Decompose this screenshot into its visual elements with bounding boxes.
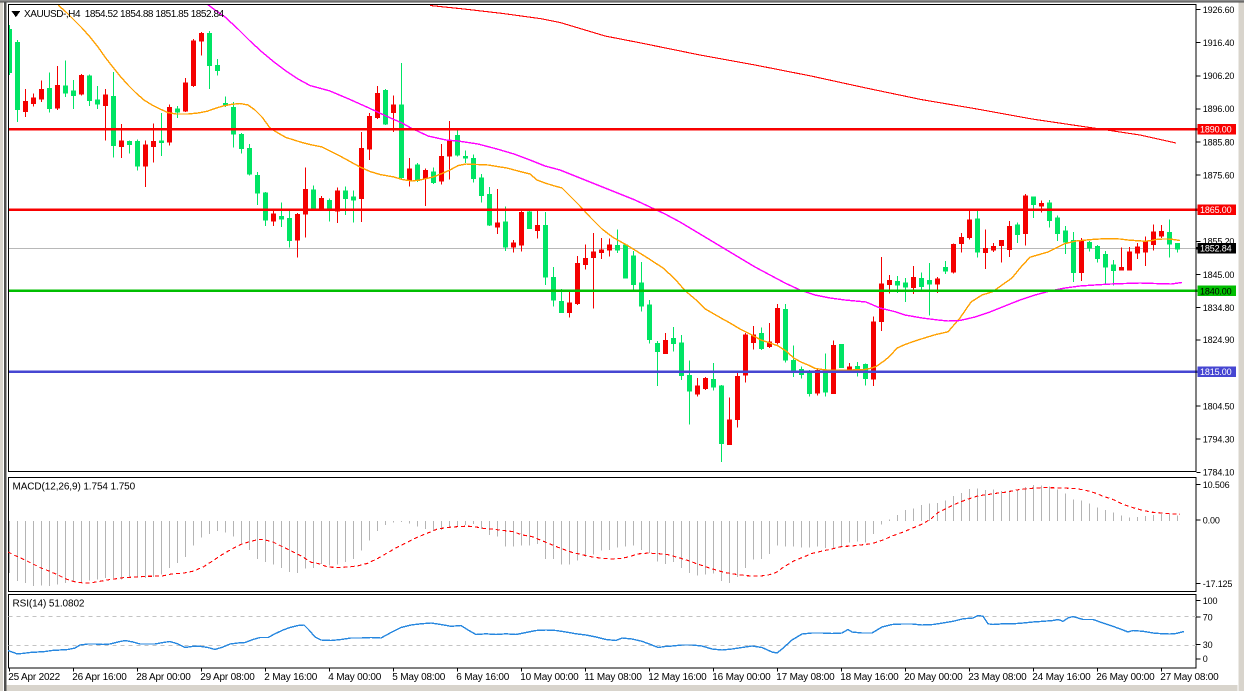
svg-text:12 May 16:00: 12 May 16:00 bbox=[648, 672, 707, 683]
svg-text:27 May 08:00: 27 May 08:00 bbox=[1160, 672, 1219, 683]
svg-text:1840.00: 1840.00 bbox=[1200, 286, 1232, 296]
svg-text:1834.80: 1834.80 bbox=[1203, 303, 1235, 313]
svg-text:70: 70 bbox=[1203, 612, 1213, 622]
svg-text:1865.00: 1865.00 bbox=[1200, 205, 1232, 215]
svg-text:1855.20: 1855.20 bbox=[1203, 237, 1235, 247]
svg-text:0.00: 0.00 bbox=[1203, 515, 1220, 525]
svg-text:17 May 08:00: 17 May 08:00 bbox=[776, 672, 835, 683]
svg-text:26 Apr 16:00: 26 Apr 16:00 bbox=[72, 672, 127, 683]
svg-text:29 Apr 08:00: 29 Apr 08:00 bbox=[200, 672, 255, 683]
svg-text:26 May 00:00: 26 May 00:00 bbox=[1096, 672, 1155, 683]
svg-text:10 May 00:00: 10 May 00:00 bbox=[520, 672, 579, 683]
svg-text:1885.80: 1885.80 bbox=[1203, 137, 1235, 147]
svg-text:25 Apr 2022: 25 Apr 2022 bbox=[8, 672, 60, 683]
svg-text:6 May 16:00: 6 May 16:00 bbox=[456, 672, 509, 683]
svg-text:1926.60: 1926.60 bbox=[1203, 5, 1235, 15]
svg-text:1896.00: 1896.00 bbox=[1203, 104, 1235, 114]
svg-text:-17.125: -17.125 bbox=[1203, 579, 1233, 589]
svg-text:1804.50: 1804.50 bbox=[1203, 401, 1235, 411]
svg-text:1784.10: 1784.10 bbox=[1203, 468, 1235, 478]
svg-text:XAUUSD-,H4 1854.52 1854.88 18: XAUUSD-,H4 1854.52 1854.88 1851.85 1852.… bbox=[24, 9, 225, 20]
svg-text:16 May 00:00: 16 May 00:00 bbox=[712, 672, 771, 683]
svg-text:1906.20: 1906.20 bbox=[1203, 71, 1235, 81]
svg-text:20 May 00:00: 20 May 00:00 bbox=[904, 672, 963, 683]
svg-text:100: 100 bbox=[1203, 596, 1218, 606]
svg-text:11 May 08:00: 11 May 08:00 bbox=[584, 672, 642, 683]
svg-text:0: 0 bbox=[1203, 654, 1208, 664]
svg-text:24 May 16:00: 24 May 16:00 bbox=[1032, 672, 1091, 683]
svg-text:1852.84: 1852.84 bbox=[1200, 244, 1232, 254]
svg-text:10.506: 10.506 bbox=[1203, 480, 1230, 490]
svg-text:1916.40: 1916.40 bbox=[1203, 38, 1235, 48]
svg-text:28 Apr 00:00: 28 Apr 00:00 bbox=[136, 672, 191, 683]
svg-text:1845.00: 1845.00 bbox=[1203, 270, 1235, 280]
svg-text:30: 30 bbox=[1203, 640, 1213, 650]
svg-text:23 May 08:00: 23 May 08:00 bbox=[968, 672, 1027, 683]
svg-text:1815.00: 1815.00 bbox=[1200, 367, 1232, 377]
svg-text:5 May 08:00: 5 May 08:00 bbox=[392, 672, 445, 683]
svg-text:1794.30: 1794.30 bbox=[1203, 434, 1235, 444]
svg-text:18 May 16:00: 18 May 16:00 bbox=[840, 672, 899, 683]
svg-text:MACD(12,26,9) 1.754 1.750: MACD(12,26,9) 1.754 1.750 bbox=[13, 482, 136, 493]
svg-text:1824.90: 1824.90 bbox=[1203, 335, 1235, 345]
svg-text:4 May 00:00: 4 May 00:00 bbox=[328, 672, 381, 683]
svg-text:2 May 16:00: 2 May 16:00 bbox=[264, 672, 317, 683]
svg-text:1890.00: 1890.00 bbox=[1200, 125, 1232, 135]
svg-text:RSI(14) 51.0802: RSI(14) 51.0802 bbox=[13, 599, 85, 610]
svg-text:1875.60: 1875.60 bbox=[1203, 170, 1235, 180]
